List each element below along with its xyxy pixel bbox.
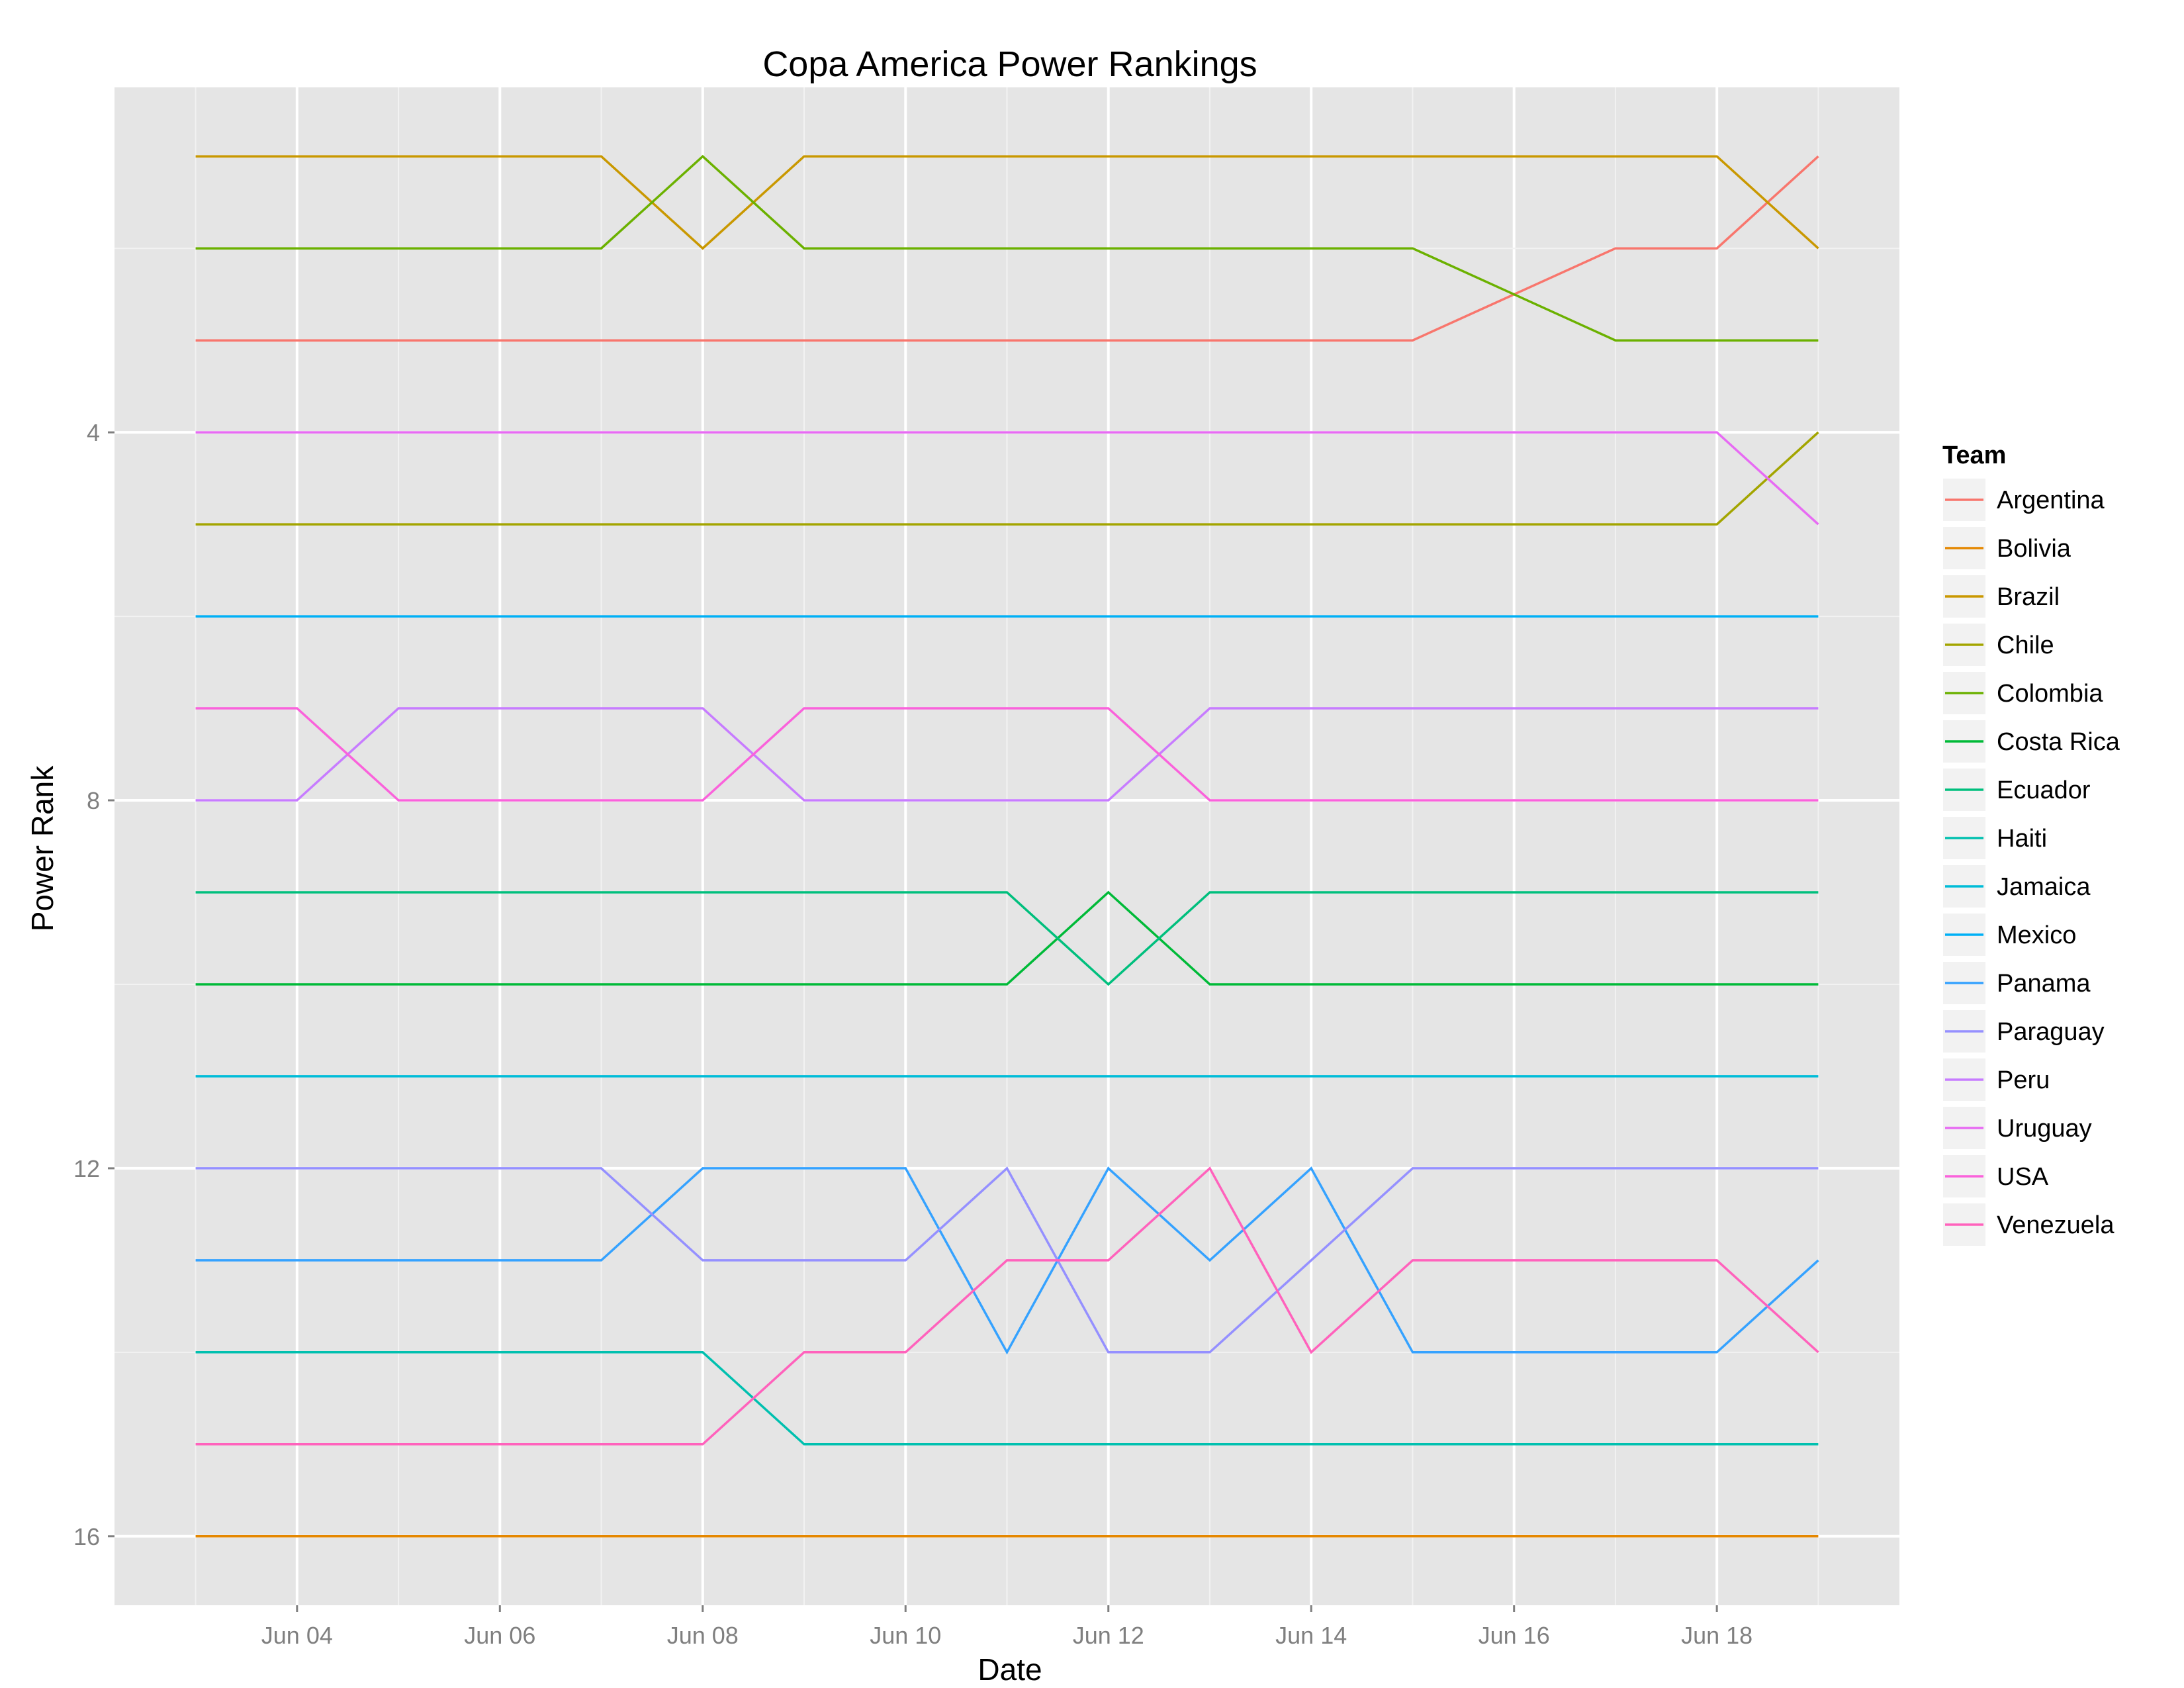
series-lines (195, 154, 1819, 1538)
x-tick-label: Jun 18 (1681, 1622, 1752, 1649)
y-axis-title: Power Rank (25, 765, 60, 932)
series-line-argentina (195, 155, 1819, 342)
series-line-panama (195, 1166, 1819, 1355)
series-line-venezuela (195, 1166, 1819, 1446)
x-tick-label: Jun 04 (261, 1622, 333, 1649)
legend: Team Argentina Bolivia Brazil Chile Colombia… (1942, 442, 2120, 1247)
series-line-paraguay (195, 1166, 1819, 1354)
series-line-ecuador (195, 891, 1819, 986)
x-axis-ticks: Jun 04 Jun 06 Jun 08 Jun 10 Jun 12 Jun 14 Jun … (261, 1605, 1752, 1649)
legend-label: Mexico (1997, 921, 2076, 949)
y-axis-ticks: 4 8 12 16 (73, 419, 114, 1550)
x-tick-label: Jun 06 (464, 1622, 535, 1649)
x-axis-title: Date (978, 1652, 1042, 1687)
y-tick-label: 16 (73, 1523, 100, 1550)
legend-label: Ecuador (1997, 776, 2091, 804)
legend-label: Bolivia (1997, 535, 2071, 563)
legend-label: USA (1997, 1163, 2049, 1191)
legend-label: Uruguay (1997, 1115, 2092, 1143)
series-line-usa (195, 707, 1819, 802)
x-tick-label: Jun 12 (1073, 1622, 1144, 1649)
legend-label: Colombia (1997, 680, 2103, 708)
series-line-brazil (195, 155, 1819, 250)
y-tick-label: 4 (87, 419, 100, 446)
series-line-colombia (195, 154, 1819, 342)
series-line-haiti (195, 1351, 1819, 1446)
legend-label: Panama (1997, 970, 2091, 998)
legend-label: Haiti (1997, 825, 2047, 853)
legend-items: Argentina Bolivia Brazil Chile Colombia Costa… (1942, 477, 2120, 1247)
legend-label: Costa Rica (1997, 728, 2120, 756)
chart-title: Copa America Power Rankings (762, 44, 1257, 84)
legend-label: Argentina (1997, 487, 2105, 514)
series-line-costa-rica (195, 890, 1819, 986)
legend-title: Team (1942, 442, 2006, 469)
x-tick-label: Jun 16 (1479, 1622, 1550, 1649)
series-line-peru (195, 707, 1819, 802)
x-tick-label: Jun 08 (667, 1622, 739, 1649)
y-tick-label: 12 (73, 1155, 100, 1182)
legend-label: Venezuela (1997, 1211, 2115, 1239)
legend-label: Jamaica (1997, 873, 2091, 901)
legend-label: Peru (1997, 1066, 2050, 1094)
series-line-chile (195, 431, 1819, 526)
series-line-uruguay (195, 431, 1819, 526)
legend-label: Brazil (1997, 583, 2060, 611)
legend-label: Paraguay (1997, 1018, 2105, 1046)
y-tick-label: 8 (87, 787, 100, 814)
x-tick-label: Jun 14 (1275, 1622, 1347, 1649)
legend-label: Chile (1997, 632, 2054, 659)
x-tick-label: Jun 10 (870, 1622, 941, 1649)
